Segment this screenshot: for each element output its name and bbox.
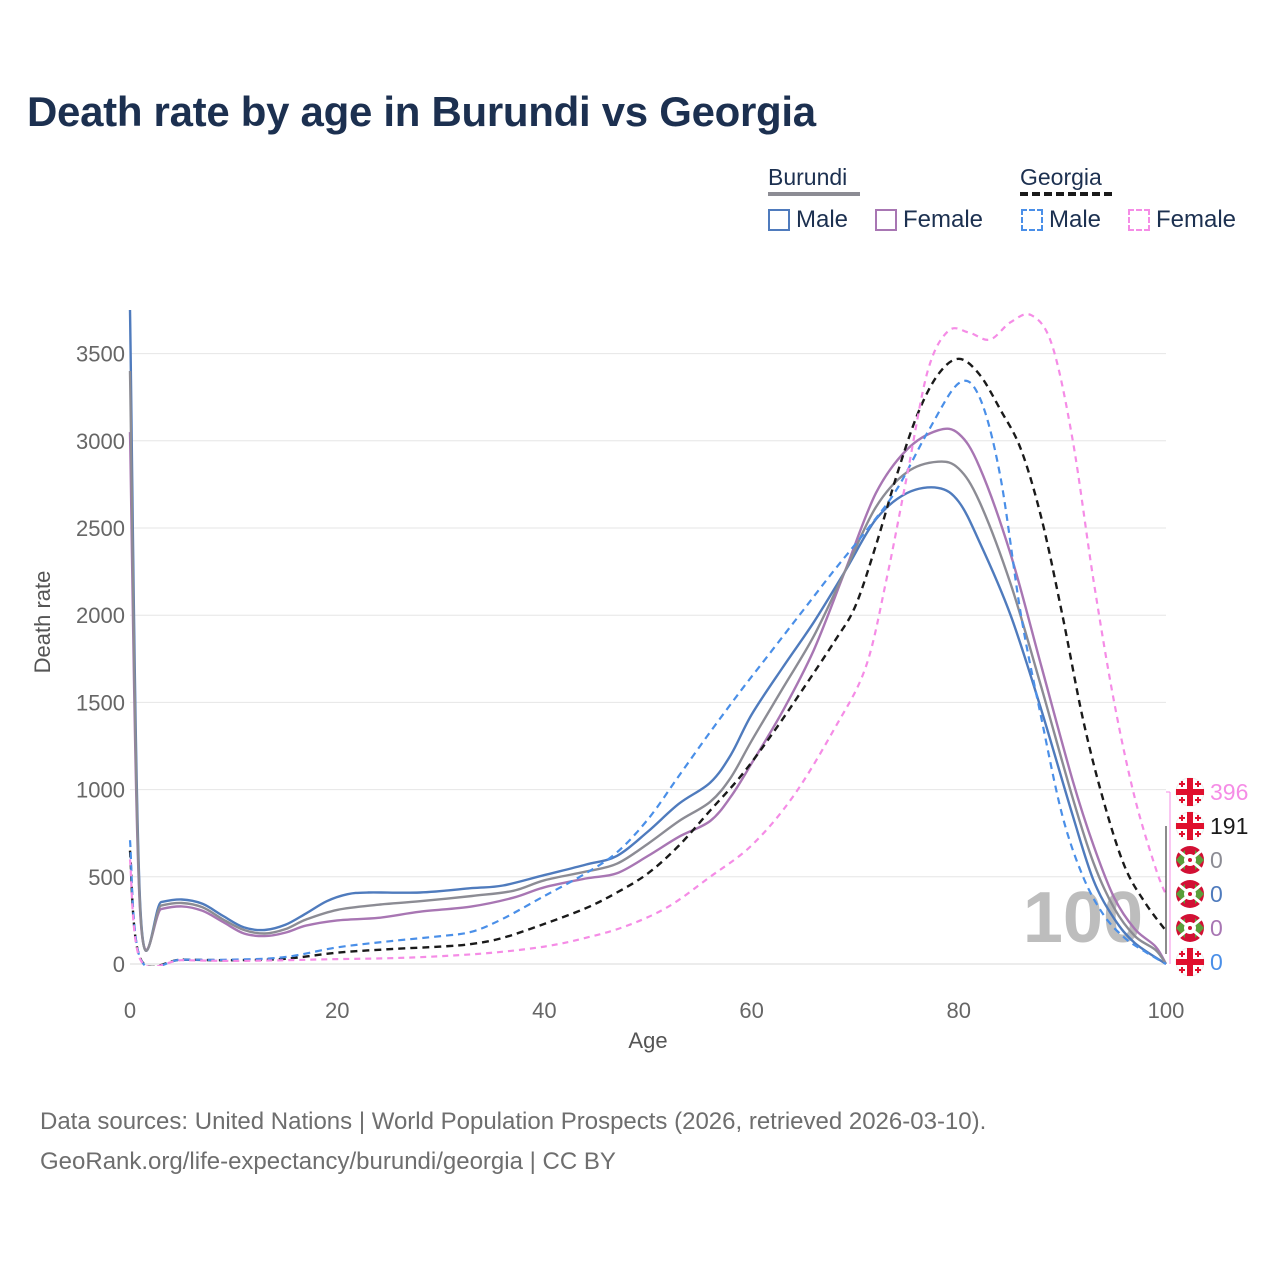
x-tick-label-80: 80: [947, 998, 971, 1023]
flag-mini-cross: [1181, 967, 1183, 973]
series-line-georgia-male: [128, 379, 1167, 966]
series-line-georgia-female: [128, 313, 1168, 966]
end-label-4: 0: [1176, 914, 1223, 942]
series-group: [128, 310, 1168, 966]
legend-label: Male: [796, 206, 849, 233]
y-axis-label: Death rate: [30, 571, 55, 674]
y-tick-label-2500: 2500: [76, 516, 125, 541]
swatch-burundi-female: [875, 209, 897, 231]
flag-mini-cross: [1197, 815, 1199, 821]
end-label-1: 191: [1175, 811, 1248, 841]
y-tick-label-1500: 1500: [76, 690, 125, 715]
legend-item-burundi-female[interactable]: Female: [875, 206, 983, 234]
legend-group-burundi-line: [768, 192, 860, 196]
x-tick-label-0: 0: [124, 998, 136, 1023]
flag-mini-cross: [1181, 831, 1183, 837]
end-label-0: 396: [1175, 777, 1248, 807]
x-tick-label-20: 20: [325, 998, 349, 1023]
legend-label: Male: [1049, 206, 1102, 233]
flag-mini-cross: [1197, 797, 1199, 803]
y-tick-label-500: 500: [88, 865, 125, 890]
end-label-value: 0: [1210, 949, 1223, 975]
end-labels: 396 191 0 0 0 0: [1165, 777, 1248, 977]
end-label-value: 0: [1210, 915, 1223, 941]
axes: 0 500 1000 1500 2000 2500 3000 3500 0 20 40 60 80 100: [76, 342, 1184, 1023]
swatch-georgia-male: [1021, 209, 1043, 231]
y-tick-label-0: 0: [113, 952, 125, 977]
legend-group-georgia: Georgia: [1020, 164, 1102, 190]
legend-label: Female: [903, 206, 984, 233]
flag-mini-cross: [1197, 781, 1199, 787]
legend-item-georgia-male[interactable]: Male: [1021, 206, 1101, 234]
y-tick-label-1000: 1000: [76, 778, 125, 803]
y-tick-label-3500: 3500: [76, 342, 125, 367]
flag-cross: [1187, 812, 1193, 840]
end-label-value: 0: [1210, 881, 1223, 907]
grid: [130, 353, 1166, 878]
footer-sources: Data sources: United Nations | World Pop…: [40, 1108, 987, 1135]
end-label-5: 0: [1175, 947, 1223, 977]
x-axis-label: Age: [628, 1028, 667, 1053]
flag-star: [1188, 892, 1192, 896]
flag-cross: [1187, 948, 1193, 976]
series-line-burundi-male: [128, 310, 1167, 965]
flag-star: [1188, 926, 1192, 930]
flag-cross: [1187, 778, 1193, 806]
end-label-2: 0: [1176, 846, 1223, 874]
series-line-burundi: [128, 370, 1167, 965]
legend-item-georgia-female[interactable]: Female: [1128, 206, 1236, 234]
flag-mini-cross: [1197, 967, 1199, 973]
swatch-burundi-male: [768, 209, 790, 231]
legend-item-burundi-male[interactable]: Male: [768, 206, 848, 234]
end-label-value: 191: [1210, 813, 1248, 839]
watermark: 100: [1023, 878, 1143, 958]
series-line-georgia: [128, 357, 1167, 966]
y-tick-label-2000: 2000: [76, 603, 125, 628]
end-label-value: 0: [1210, 847, 1223, 873]
end-label-value: 396: [1210, 779, 1248, 805]
footer-link[interactable]: GeoRank.org/life-expectancy/burundi/geor…: [40, 1148, 616, 1175]
flag-mini-cross: [1181, 781, 1183, 787]
x-tick-label-40: 40: [532, 998, 556, 1023]
end-label-3: 0: [1176, 880, 1223, 908]
legend-label: Female: [1156, 206, 1237, 233]
flag-mini-cross: [1197, 831, 1199, 837]
series-line-burundi-female: [128, 427, 1168, 965]
flag-mini-cross: [1197, 951, 1199, 957]
legend-group-burundi: Burundi: [768, 164, 848, 190]
legend-group-georgia-line: [1020, 192, 1112, 196]
flag-mini-cross: [1181, 951, 1183, 957]
y-tick-label-3000: 3000: [76, 429, 125, 454]
flag-star: [1188, 858, 1192, 862]
flag-mini-cross: [1181, 797, 1183, 803]
x-tick-label-100: 100: [1148, 998, 1185, 1023]
x-tick-label-60: 60: [739, 998, 763, 1023]
swatch-georgia-female: [1128, 209, 1150, 231]
flag-mini-cross: [1181, 815, 1183, 821]
chart-title: Death rate by age in Burundi vs Georgia: [27, 88, 816, 135]
